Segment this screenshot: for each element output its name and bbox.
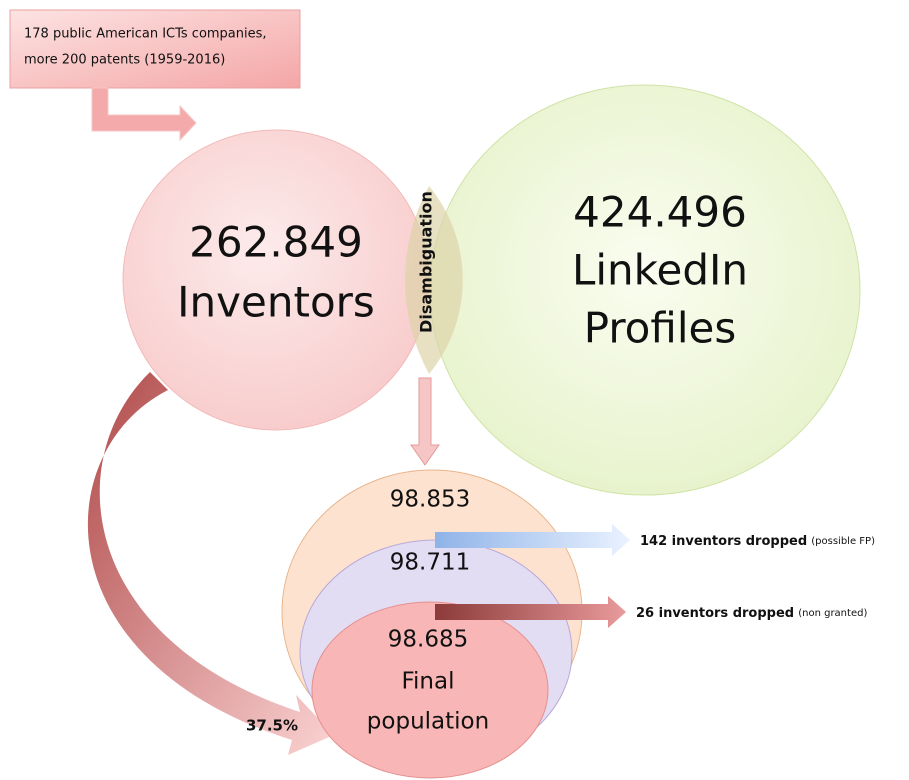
source-arrow [91,87,197,142]
final-label: population [367,709,489,735]
final-label: Final [401,669,454,695]
linkedin-label: LinkedIn [572,246,748,295]
drop-arrow [435,596,626,628]
drop-count: 26 inventors dropped [636,606,794,621]
source-line: more 200 patents (1959-2016) [24,53,225,68]
inventors-count: 262.849 [189,218,363,267]
drop-label: 26 inventors dropped (non granted) [636,606,867,621]
drop-note: (possible FP) [811,536,875,547]
funnel-inner [311,601,549,779]
curved-arrow [87,372,334,755]
source-line: 178 public American ICTs companies, [24,27,267,42]
overlap [405,186,463,374]
source-box [9,9,301,89]
drop-arrow [435,524,630,556]
drop-note: (non granted) [798,608,867,619]
level-count: 98.685 [388,627,468,653]
drop-label: 142 inventors dropped (possible FP) [640,534,875,549]
overlap-label: Disambiguation [417,191,436,333]
linkedin-label: Profiles [584,304,736,353]
level-count: 98.853 [390,487,470,513]
down-arrow [410,377,440,466]
share-label: 37.5% [246,717,298,735]
inventors-label: Inventors [177,278,375,327]
level-count: 98.711 [390,550,470,576]
drop-count: 142 inventors dropped [640,534,807,549]
linkedin-count: 424.496 [573,188,747,237]
